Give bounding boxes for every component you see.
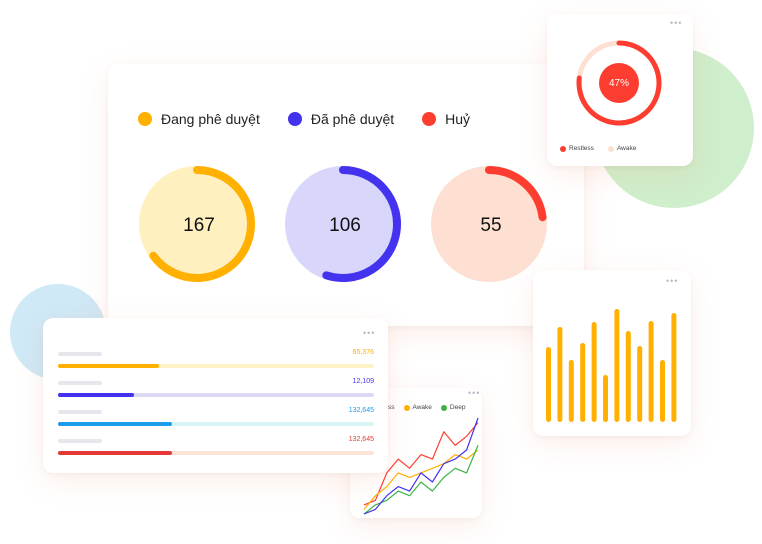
progress-track xyxy=(58,422,374,426)
legend-label: Restless xyxy=(569,145,594,152)
donut-progress-arc xyxy=(149,166,255,282)
deep-dot-icon xyxy=(440,404,447,411)
row-value: 132,645 xyxy=(348,436,374,443)
progress-fill xyxy=(58,422,172,426)
pending-dot-icon xyxy=(138,112,152,126)
legend-label: Awake xyxy=(616,145,637,152)
progress-fill xyxy=(58,364,160,368)
status-legend: Đang phê duyệt Đã phê duyệt Huỷ xyxy=(138,111,470,127)
bar xyxy=(580,343,586,422)
progress-row: 132,645 xyxy=(58,407,374,430)
bar xyxy=(625,331,631,422)
legend-item-pending[interactable]: Đang phê duyệt xyxy=(138,111,260,127)
approved-count: 106 xyxy=(329,215,361,236)
bar xyxy=(591,322,597,422)
series-line xyxy=(363,417,479,515)
progress-list-widget: ••• 65,376 12,109 132,645 132,645 xyxy=(43,318,388,473)
legend-item-awake: Awake xyxy=(607,145,637,152)
bar xyxy=(648,321,654,422)
progress-row: 132,645 xyxy=(58,436,374,459)
awake-dot-icon xyxy=(403,404,410,411)
legend-label: Awake xyxy=(412,404,432,411)
more-dots-icon[interactable]: ••• xyxy=(363,328,376,338)
donut-fill xyxy=(285,166,401,282)
bar xyxy=(671,313,677,422)
bar xyxy=(568,360,574,422)
progress-row: 12,109 xyxy=(58,378,374,401)
bar xyxy=(660,360,665,422)
row-value: 12,109 xyxy=(352,378,374,385)
bar-chart xyxy=(546,309,677,422)
legend-label: Đang phê duyệt xyxy=(161,111,260,127)
legend-label: Đã phê duyệt xyxy=(310,111,395,127)
cancelled-count: 55 xyxy=(480,215,502,236)
more-dots-icon[interactable]: ••• xyxy=(666,276,679,286)
donut-fill xyxy=(139,166,255,282)
legend-label: ss xyxy=(388,404,395,411)
line-chart xyxy=(363,417,479,515)
awake-dot-icon xyxy=(607,145,614,152)
donut-progress-arc xyxy=(485,166,547,222)
bar-chart-widget: ••• xyxy=(533,270,691,436)
donut-fill xyxy=(431,166,547,282)
donut-progress-arc xyxy=(322,166,401,282)
sleep-pie-widget: ••• 47% Restless Awake xyxy=(547,14,693,166)
progress-fill xyxy=(58,451,172,455)
legend-item-restless: Restless xyxy=(560,145,594,152)
legend-item-partial: ss xyxy=(388,404,395,411)
cancelled-count-donut: 55 xyxy=(430,165,552,287)
legend-item-approved[interactable]: Đã phê duyệt xyxy=(287,111,395,127)
series-line xyxy=(363,445,479,515)
ring-center xyxy=(599,63,639,103)
legend-label: Huỷ xyxy=(445,111,471,127)
percent-label: 47% xyxy=(608,77,629,89)
approved-count-donut: 106 xyxy=(284,165,406,287)
legend-label: Deep xyxy=(449,404,466,411)
progress-track xyxy=(58,364,374,368)
row-label-placeholder xyxy=(58,352,102,356)
pie-legend: Restless Awake xyxy=(560,145,636,152)
bar xyxy=(546,347,551,422)
ring-progress-arc xyxy=(576,40,662,126)
restless-ring-chart: 47% xyxy=(575,39,663,127)
progress-fill xyxy=(58,393,134,397)
series-line xyxy=(363,422,479,506)
legend-item-cancelled[interactable]: Huỷ xyxy=(422,111,470,127)
cancelled-dot-icon xyxy=(422,112,437,126)
bar xyxy=(557,327,563,422)
line-legend: ss Awake Deep xyxy=(388,404,465,411)
row-label-placeholder xyxy=(58,381,102,385)
row-label-placeholder xyxy=(58,439,102,443)
progress-track xyxy=(58,451,374,455)
progress-row: 65,376 xyxy=(58,349,374,372)
restless-dot-icon xyxy=(560,145,566,152)
bar xyxy=(637,346,643,422)
progress-track xyxy=(58,393,374,397)
row-value: 65,376 xyxy=(352,349,374,356)
bar xyxy=(603,375,608,422)
approval-status-card: Đang phê duyệt Đã phê duyệt Huỷ 167 106 … xyxy=(108,64,584,326)
legend-item-deep: Deep xyxy=(440,404,466,411)
row-label-placeholder xyxy=(58,410,102,414)
legend-item-awake: Awake xyxy=(403,404,432,411)
pending-count-donut: 167 xyxy=(138,165,260,287)
bar xyxy=(614,309,620,422)
pending-count: 167 xyxy=(183,215,215,236)
row-value: 132,645 xyxy=(348,407,374,414)
approved-dot-icon xyxy=(287,112,302,126)
more-dots-icon[interactable]: ••• xyxy=(468,388,481,398)
more-dots-icon[interactable]: ••• xyxy=(670,18,683,28)
